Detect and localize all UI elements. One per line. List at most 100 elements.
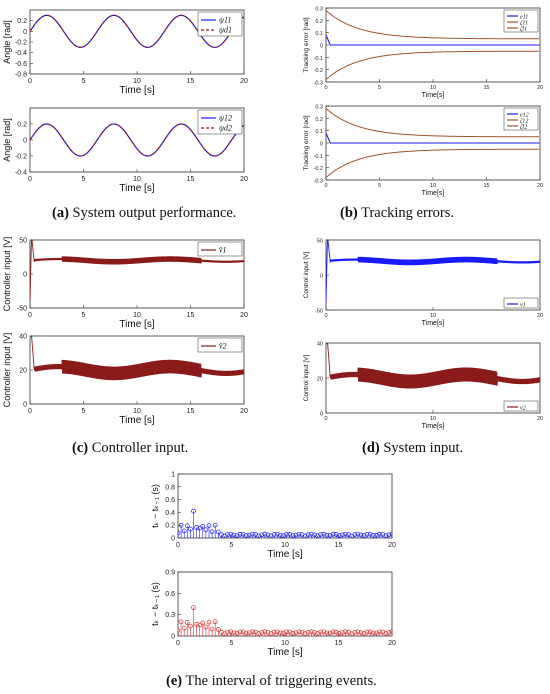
stem-marker <box>246 630 252 636</box>
x-tick-label: 5 <box>82 312 86 319</box>
y-tick-label: 0.3 <box>315 7 323 13</box>
chart-c-bottom: 0 5 10 15 20 40 20 0 Time [s] Controller input [V… <box>2 333 248 426</box>
stem-marker <box>383 533 389 538</box>
x-tick-label: 0 <box>28 176 32 183</box>
stem-marker <box>191 508 196 514</box>
series-line-1 <box>30 123 244 157</box>
stem-marker <box>259 630 265 635</box>
stem-marker <box>321 531 327 537</box>
x-tick-label: 20 <box>537 183 543 189</box>
x-tick-label: 20 <box>537 416 543 422</box>
stem-marker <box>364 532 370 537</box>
legend: v̂1 <box>197 241 243 257</box>
legend-box <box>197 337 243 353</box>
y-tick-label: -0.1 <box>314 56 323 62</box>
stem-marker <box>219 532 224 538</box>
stem-marker <box>386 630 392 635</box>
y-tick-label: 0.2 <box>315 117 323 123</box>
x-tick-label: 20 <box>537 313 543 319</box>
stem-marker <box>318 629 324 635</box>
x-tick-label: 15 <box>335 640 343 647</box>
stem-marker <box>312 532 317 538</box>
stem-marker <box>293 532 299 538</box>
stem-marker <box>330 531 336 537</box>
y-tick-label: 0.3 <box>315 105 323 111</box>
y-tick-label: -0.2 <box>15 40 27 47</box>
stem-marker <box>389 629 392 635</box>
series-line <box>326 343 540 389</box>
y-tick-label: -0.2 <box>15 154 27 161</box>
stem-marker <box>234 533 240 538</box>
legend-box <box>197 241 243 257</box>
y-tick-label: 20 <box>317 377 323 383</box>
y-tick-label: -0.4 <box>15 50 27 57</box>
stem-marker <box>184 620 190 625</box>
plot-area <box>30 336 244 381</box>
y-tick-label: -50 <box>17 306 27 313</box>
legend-label: v2 <box>520 406 526 412</box>
legend-label: ψd1 <box>219 26 232 35</box>
stem-marker <box>250 531 255 537</box>
stem-marker <box>343 629 348 635</box>
x-tick-label: 10 <box>133 176 141 183</box>
y-tick-label: 0.2 <box>17 122 27 129</box>
stem-marker <box>184 523 190 529</box>
stem-marker <box>274 629 280 635</box>
x-tick-label: 5 <box>82 408 86 415</box>
stem-marker <box>355 629 361 635</box>
plot-area <box>326 343 540 389</box>
chart-b-bottom: 0 5 10 15 20 0.3 0.2 0.1 0 -0.1 -0.2 -0.3 Time[s] Tra… <box>303 105 543 198</box>
stem-marker <box>340 532 345 538</box>
stem-marker <box>246 532 252 538</box>
stem-marker <box>178 619 184 625</box>
y-tick-label: -50 <box>315 309 323 315</box>
stem-marker <box>284 629 289 635</box>
legend-label: ζ11 <box>520 20 528 27</box>
stem-marker <box>309 629 314 635</box>
x-axis-label: Time [s] <box>119 415 154 426</box>
stem-marker <box>305 532 311 538</box>
legend: v2 <box>503 400 539 412</box>
stem-marker <box>386 532 392 538</box>
series-line <box>30 240 244 302</box>
legend-box <box>197 109 243 135</box>
legend-label: ψ12 <box>219 114 232 123</box>
y-tick-label: 0.1 <box>315 31 323 37</box>
x-tick-label: 0 <box>324 85 327 91</box>
stem-marker <box>352 532 358 537</box>
legend-box <box>503 400 539 412</box>
plot-area <box>178 508 392 538</box>
y-tick-label: 0.2 <box>165 523 175 530</box>
chart-a-bottom: 0 5 10 15 20 0.2 0 -0.2 -0.4 Time [s] Angle [rad] ψ… <box>2 107 248 194</box>
y-tick-label: 0.3 <box>165 612 175 619</box>
x-tick-label: 10 <box>430 85 436 91</box>
legend-label: ψd2 <box>219 124 232 133</box>
stem-marker <box>293 630 299 636</box>
x-tick-label: 10 <box>133 78 141 85</box>
y-axis-label: Angle [rad] <box>2 118 12 162</box>
y-tick-label: -0.1 <box>314 154 323 160</box>
stem-marker <box>343 531 348 537</box>
y-axis-label: Controller input [V] <box>2 333 12 408</box>
x-tick-label: 5 <box>230 542 234 549</box>
stem-marker <box>209 626 215 632</box>
stem-marker <box>352 629 358 635</box>
stem-marker <box>178 530 181 536</box>
stem-marker <box>296 531 302 537</box>
stem-marker <box>281 533 286 538</box>
series-line <box>30 336 244 381</box>
y-axis-label: Tracking error [rad] <box>303 17 310 72</box>
x-tick-label: 0 <box>28 408 32 415</box>
stem-marker <box>377 629 382 635</box>
series-line-bound-1 <box>326 108 539 138</box>
stem-marker <box>371 533 376 538</box>
stem-marker <box>181 625 187 631</box>
stem-marker <box>228 531 234 537</box>
stem-marker <box>259 532 265 538</box>
stem-marker <box>200 523 206 529</box>
